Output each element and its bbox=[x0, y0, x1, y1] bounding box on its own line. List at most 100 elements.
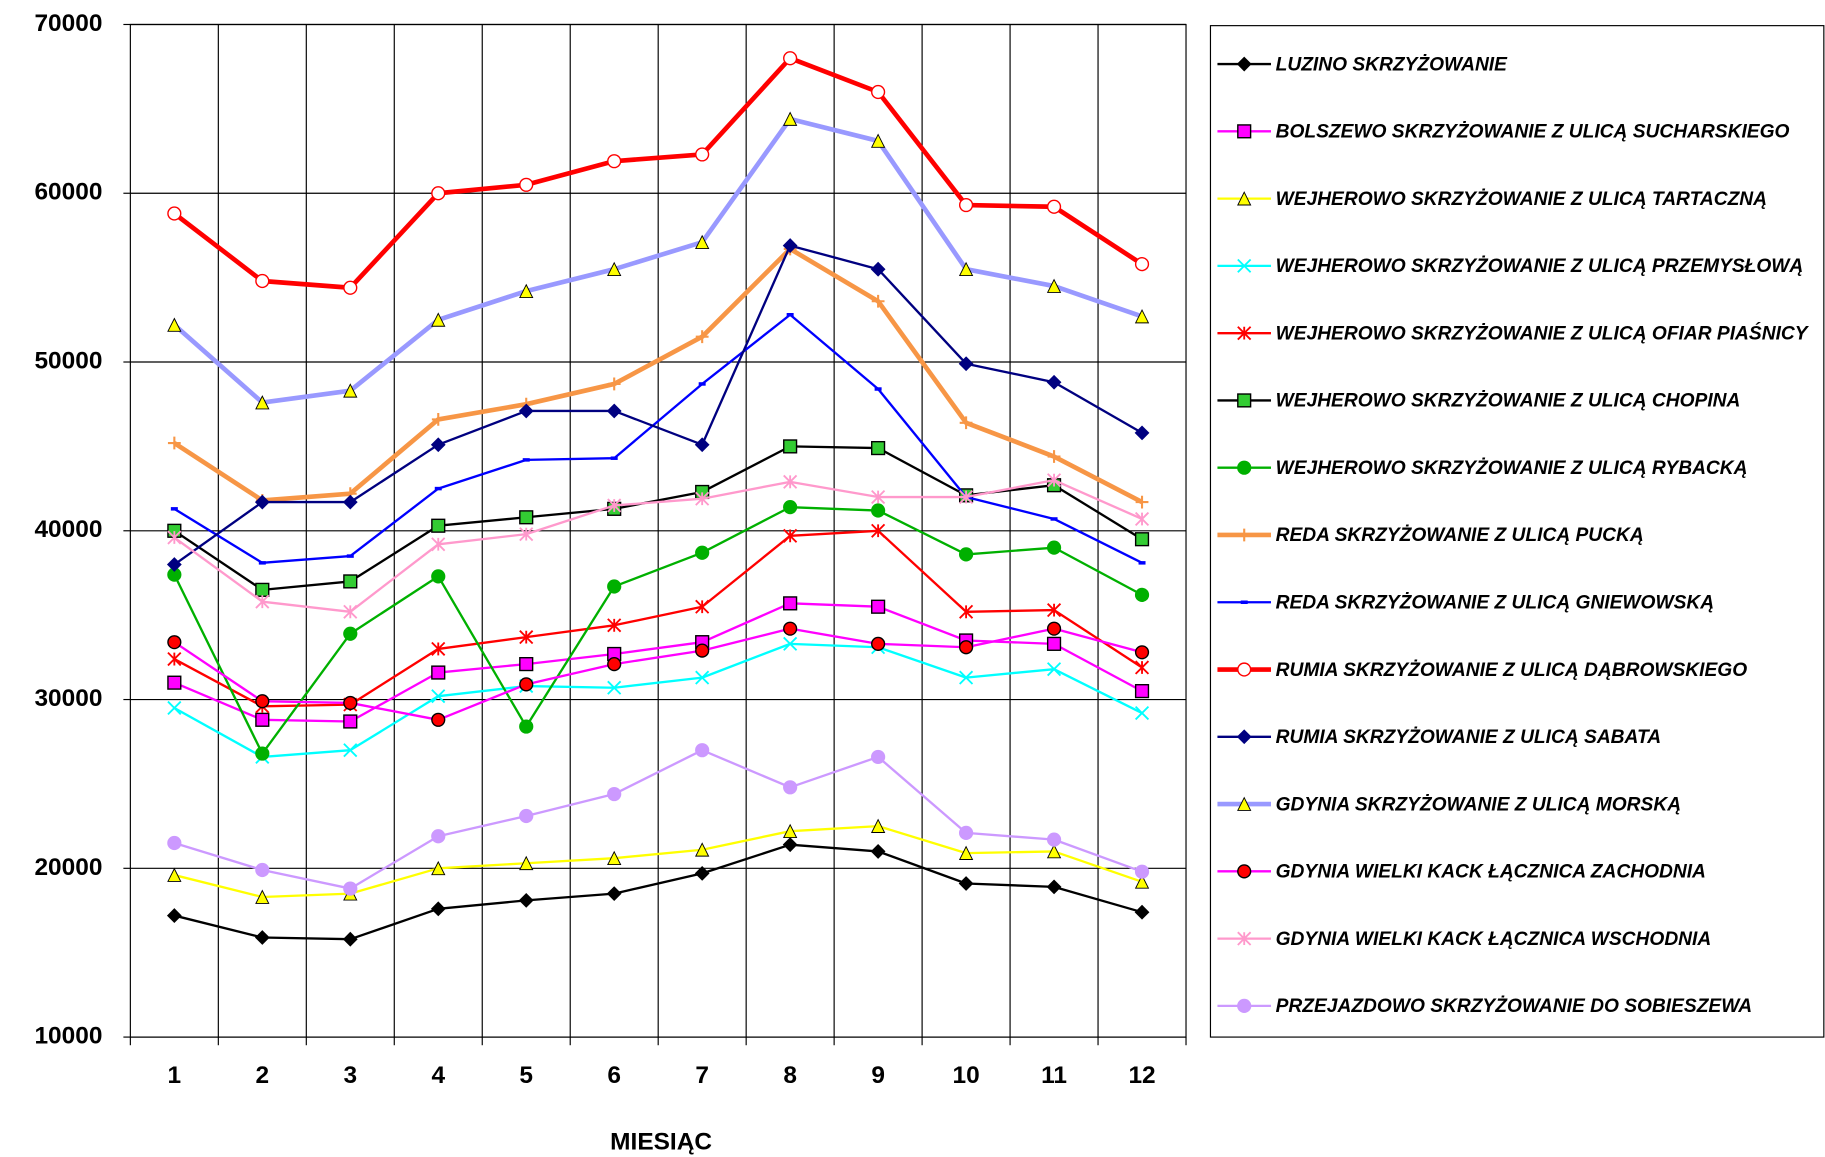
marker bbox=[519, 527, 534, 542]
marker bbox=[871, 294, 885, 308]
legend-box bbox=[1209, 25, 1825, 1038]
series-line bbox=[173, 505, 1143, 755]
x-tick-label: 10 bbox=[952, 1062, 979, 1089]
x-tick-label: 7 bbox=[695, 1062, 709, 1089]
marker bbox=[167, 317, 182, 332]
marker bbox=[1046, 662, 1062, 677]
marker bbox=[167, 867, 182, 882]
marker bbox=[1134, 511, 1150, 527]
marker bbox=[255, 746, 270, 761]
y-tick-label: 20000 bbox=[34, 854, 102, 881]
marker bbox=[694, 865, 710, 881]
marker bbox=[1237, 796, 1252, 811]
marker bbox=[519, 808, 534, 824]
y-tick-label: 70000 bbox=[34, 10, 102, 37]
marker bbox=[958, 876, 974, 891]
marker bbox=[519, 657, 534, 672]
marker bbox=[167, 651, 182, 667]
marker bbox=[870, 818, 886, 833]
marker bbox=[1237, 460, 1252, 475]
marker bbox=[958, 845, 974, 860]
marker bbox=[1134, 257, 1150, 272]
marker bbox=[342, 931, 358, 947]
marker bbox=[431, 518, 446, 533]
marker bbox=[607, 261, 622, 277]
marker bbox=[343, 280, 358, 295]
marker bbox=[607, 618, 622, 633]
marker bbox=[959, 670, 974, 685]
marker bbox=[1237, 931, 1252, 946]
marker bbox=[1237, 393, 1252, 408]
legend-label: REDA SKRZYŻOWANIE Z ULICĄ PUCKĄ bbox=[1276, 525, 1644, 546]
marker bbox=[255, 273, 270, 289]
marker bbox=[1236, 56, 1252, 72]
marker bbox=[871, 636, 886, 651]
marker bbox=[1046, 473, 1062, 488]
legend-label: PRZEJAZDOWO SKRZYŻOWANIE DO SOBIESZEWA bbox=[1276, 996, 1753, 1017]
series-line bbox=[173, 642, 1143, 759]
marker bbox=[783, 474, 798, 489]
marker bbox=[1134, 864, 1150, 879]
marker bbox=[782, 238, 798, 253]
marker bbox=[695, 842, 710, 857]
series-line bbox=[172, 55, 1144, 291]
x-axis-title: MIESIĄC bbox=[610, 1128, 712, 1155]
marker bbox=[431, 712, 446, 727]
marker bbox=[606, 403, 622, 419]
x-tick-label: 3 bbox=[343, 1062, 357, 1089]
marker bbox=[959, 489, 974, 505]
marker bbox=[1046, 832, 1062, 847]
marker bbox=[518, 892, 534, 908]
marker bbox=[254, 930, 270, 945]
marker bbox=[782, 111, 798, 126]
marker bbox=[431, 829, 446, 844]
x-tick-label: 5 bbox=[519, 1062, 533, 1089]
marker bbox=[958, 825, 974, 840]
legend-label: WEJHEROWO SKRZYŻOWANIE Z ULICĄ CHOPINA bbox=[1276, 391, 1741, 412]
marker bbox=[431, 537, 446, 552]
marker bbox=[958, 197, 974, 213]
marker bbox=[1237, 124, 1252, 139]
marker bbox=[343, 714, 358, 729]
marker bbox=[782, 823, 798, 839]
legend-label: RUMIA SKRZYŻOWANIE Z ULICĄ DĄBROWSKIEGO bbox=[1276, 660, 1748, 681]
marker bbox=[430, 901, 446, 917]
x-tick-label: 6 bbox=[607, 1062, 621, 1089]
series-line bbox=[174, 843, 1143, 941]
marker bbox=[343, 574, 358, 589]
marker bbox=[607, 154, 622, 169]
series-line bbox=[174, 824, 1143, 899]
marker bbox=[431, 641, 446, 656]
marker bbox=[255, 582, 270, 597]
marker bbox=[695, 147, 710, 162]
marker bbox=[1134, 532, 1150, 547]
x-tick-label: 1 bbox=[168, 1062, 182, 1089]
marker bbox=[695, 670, 710, 685]
marker bbox=[1236, 729, 1252, 745]
marker bbox=[1237, 998, 1252, 1013]
marker bbox=[1134, 684, 1150, 699]
marker bbox=[167, 700, 182, 716]
marker bbox=[958, 356, 974, 372]
legend-label: GDYNIA WIELKI KACK ŁĄCZNICA WSCHODNIA bbox=[1276, 929, 1712, 950]
x-tick-label: 11 bbox=[1041, 1062, 1067, 1089]
marker bbox=[871, 440, 886, 456]
series-line bbox=[173, 529, 1143, 708]
x-tick-label: 12 bbox=[1128, 1062, 1155, 1089]
marker bbox=[870, 261, 886, 277]
series-line bbox=[173, 478, 1143, 613]
marker bbox=[783, 596, 798, 611]
marker bbox=[871, 749, 886, 765]
marker bbox=[1134, 587, 1150, 603]
marker bbox=[167, 675, 182, 690]
marker bbox=[431, 186, 446, 201]
series-line bbox=[173, 627, 1143, 721]
marker bbox=[431, 860, 446, 876]
marker bbox=[870, 133, 886, 148]
marker bbox=[1134, 660, 1150, 675]
marker bbox=[959, 604, 974, 619]
marker bbox=[870, 844, 886, 859]
marker bbox=[694, 437, 710, 453]
y-tick-label: 40000 bbox=[34, 516, 102, 543]
marker bbox=[1237, 864, 1252, 879]
